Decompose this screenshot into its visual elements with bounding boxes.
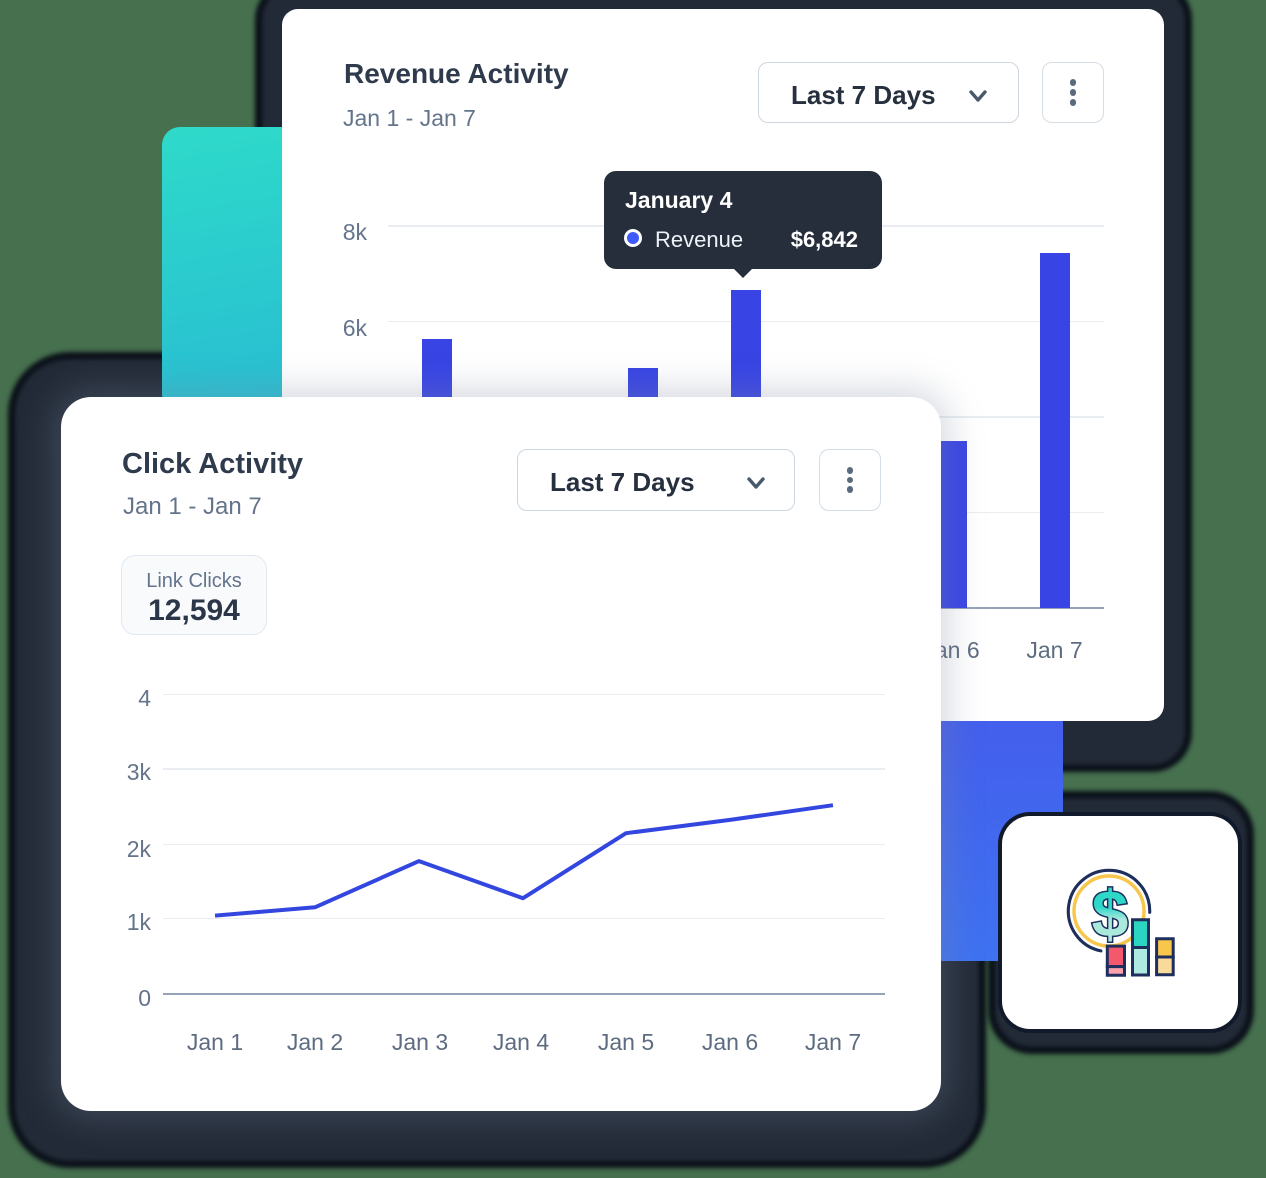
svg-text:$: $ <box>1092 877 1129 951</box>
